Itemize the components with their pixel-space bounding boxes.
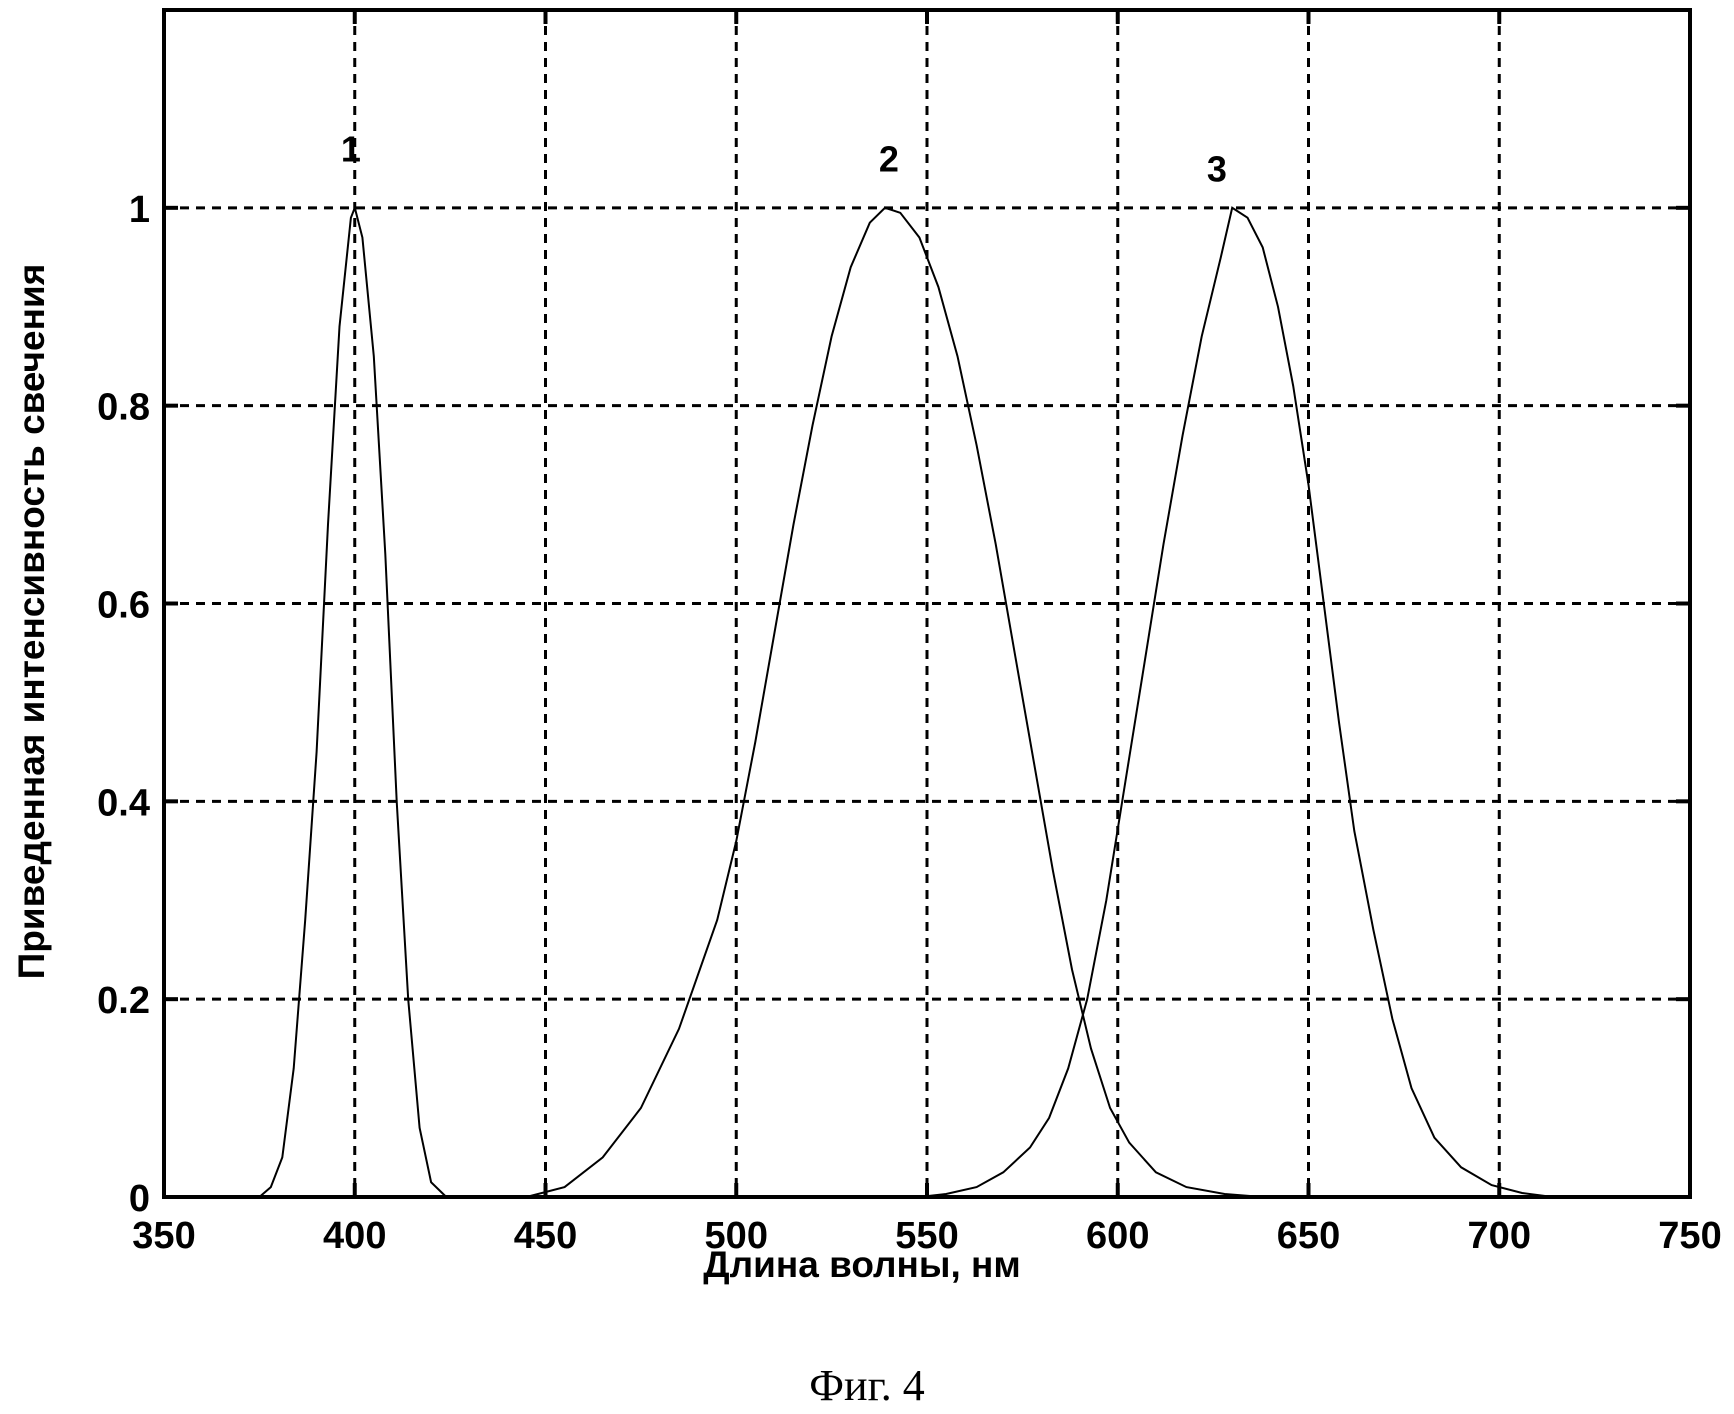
y-tick-labels: 0 0.2 0.4 0.6 0.8 1	[97, 189, 150, 1220]
y-tick-label: 0.2	[97, 980, 150, 1022]
y-tick-label: 0.4	[97, 782, 150, 824]
series-line-3	[919, 208, 1552, 1197]
x-tick-label: 750	[1658, 1215, 1721, 1257]
figure-caption: Фиг. 4	[809, 1361, 924, 1410]
series-label-1: 1	[341, 128, 361, 169]
x-tick-label: 700	[1468, 1215, 1531, 1257]
y-tick-label: 0.8	[97, 387, 150, 429]
x-axis-label: Длина волны, нм	[703, 1244, 1020, 1285]
y-tick-label: 0.6	[97, 585, 150, 627]
series-curves	[259, 208, 1552, 1197]
series-line-1	[259, 208, 446, 1197]
series-line-2	[526, 208, 1262, 1197]
x-tick-label: 350	[132, 1215, 195, 1257]
grid-lines	[164, 10, 1690, 1197]
y-axis-label: Приведенная интенсивность свечения	[11, 264, 52, 980]
y-tick-label: 0	[129, 1178, 150, 1220]
series-label-2: 2	[879, 138, 899, 179]
series-label-3: 3	[1207, 148, 1227, 189]
x-tick-label: 650	[1277, 1215, 1340, 1257]
y-tick-label: 1	[129, 189, 150, 231]
x-tick-label: 600	[1086, 1215, 1149, 1257]
x-tick-label: 400	[323, 1215, 386, 1257]
x-tick-label: 450	[514, 1215, 577, 1257]
series-annotations: 1 2 3	[341, 128, 1227, 189]
